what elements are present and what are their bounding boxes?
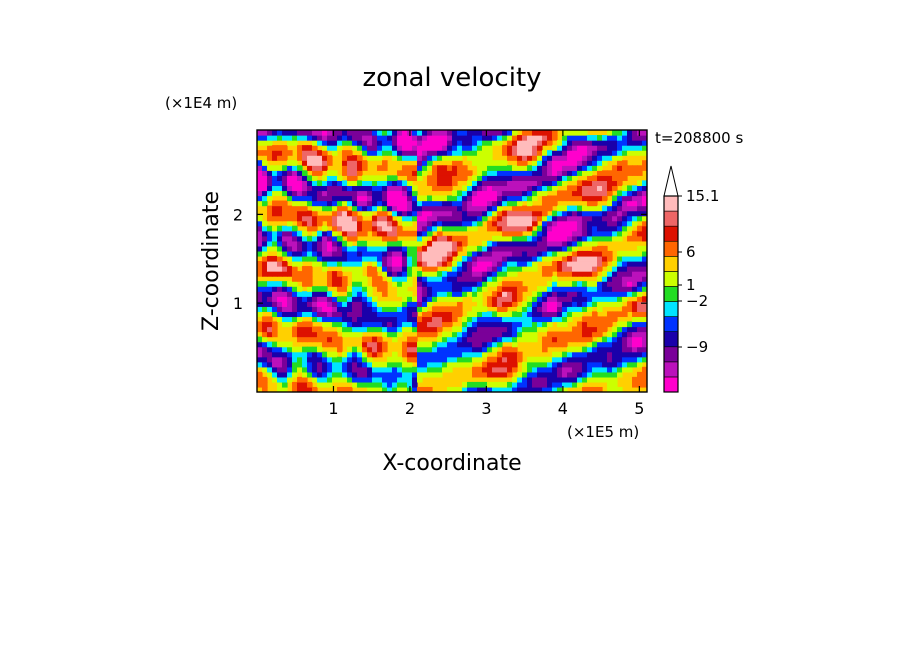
y-axis-ticks: 12 [233, 205, 647, 313]
colorbar-arrow [663, 165, 679, 197]
x-unit-label: (×1E5 m) [567, 423, 639, 441]
colorbar-label: −9 [686, 338, 708, 356]
colorbar-swatch [663, 240, 679, 257]
y-axis-label: Z-coordinate [199, 191, 224, 331]
colorbar-swatch [663, 331, 679, 348]
colorbar-swatch [663, 195, 679, 212]
colorbar: 15.1 6 1−2 −9 [663, 165, 719, 393]
colorbar-swatch [663, 256, 679, 272]
colorbar-label: 6 [686, 243, 696, 261]
colorbar-label: −2 [686, 292, 708, 310]
time-label: t=208800 s [655, 129, 743, 147]
x-tick-label: 3 [481, 399, 491, 418]
x-tick-label: 1 [328, 399, 338, 418]
colorbar-swatch [663, 361, 679, 378]
colorbar-swatch [663, 346, 679, 363]
plot-frame [256, 129, 648, 393]
colorbar-frame [663, 195, 679, 393]
colorbar-swatch [663, 376, 679, 393]
y-unit-label: (×1E4 m) [165, 94, 237, 112]
colorbar-label: 15.1 [686, 187, 719, 205]
colorbar-swatch [663, 210, 679, 227]
heatmap-field [257, 130, 647, 392]
colorbar-swatch [663, 225, 679, 242]
colorbar-swatch [663, 301, 679, 317]
x-tick-label: 5 [634, 399, 644, 418]
chart-title: zonal velocity [362, 63, 541, 93]
y-tick-label: 1 [233, 294, 243, 313]
x-tick-label: 2 [405, 399, 415, 418]
x-axis-label: X-coordinate [382, 451, 521, 476]
colorbar-swatch [663, 286, 679, 302]
colorbar-swatch [663, 316, 679, 332]
x-tick-label: 4 [558, 399, 568, 418]
x-axis-ticks: 1 2 3 4 5 [328, 130, 644, 418]
colorbar-swatch [663, 271, 679, 287]
colorbar-label: 1 [686, 276, 696, 294]
y-tick-label: 2 [233, 205, 243, 224]
